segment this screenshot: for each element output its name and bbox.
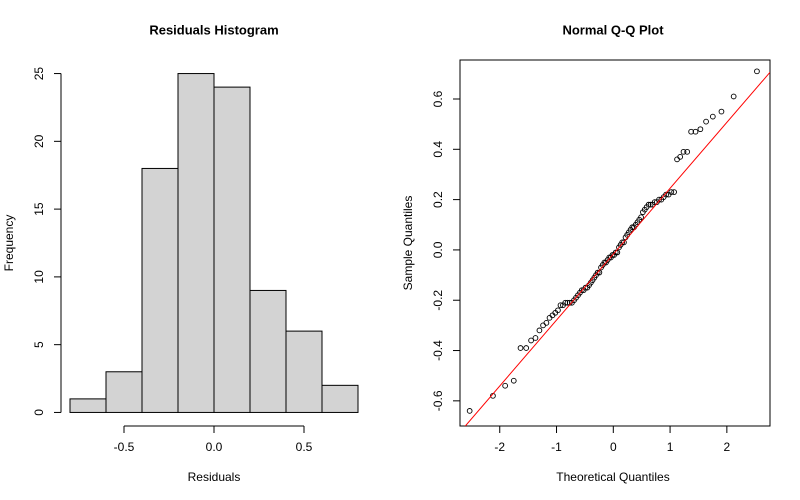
- y-tick-label: 20: [32, 134, 46, 148]
- y-tick-label: 0.6: [431, 90, 445, 107]
- point: [528, 337, 534, 344]
- point: [594, 269, 601, 276]
- x-tick-label: -1: [551, 440, 562, 454]
- point: [709, 113, 716, 120]
- point: [543, 320, 550, 326]
- reference-line: [464, 71, 770, 426]
- x-tick-label: -0.5: [114, 440, 135, 454]
- x-axis-label: Theoretical Quantiles: [556, 470, 669, 484]
- bar: [105, 371, 143, 413]
- chart-title: Normal Q-Q Plot: [562, 22, 664, 37]
- point: [697, 126, 704, 133]
- x-tick-label: 2: [724, 440, 731, 454]
- y-tick-label: 10: [32, 270, 46, 284]
- y-tick-label: -0.2: [431, 290, 445, 311]
- point: [557, 302, 564, 309]
- point: [668, 189, 675, 195]
- bar: [321, 384, 359, 413]
- point: [612, 249, 619, 256]
- point: [684, 148, 691, 155]
- y-tick-label: 0.2: [431, 191, 445, 208]
- y-axis-label: Frequency: [2, 215, 16, 272]
- point: [645, 201, 652, 208]
- y-tick-label: 5: [32, 341, 46, 348]
- point: [677, 153, 684, 160]
- point: [517, 345, 524, 351]
- y-tick-label: 25: [32, 67, 46, 81]
- point: [730, 93, 737, 100]
- point: [536, 327, 543, 334]
- bar: [177, 73, 215, 413]
- x-tick-label: 0.5: [296, 440, 313, 454]
- y-tick-label: 0: [32, 409, 46, 416]
- bar: [141, 167, 179, 413]
- point: [523, 345, 530, 351]
- point: [647, 201, 654, 208]
- y-tick-label: 15: [32, 202, 46, 216]
- point: [532, 335, 539, 341]
- point: [671, 189, 677, 195]
- point: [754, 68, 760, 75]
- point: [656, 196, 662, 203]
- y-tick-label: 0.4: [431, 141, 445, 158]
- point: [680, 148, 687, 155]
- x-tick-label: 0.0: [206, 440, 223, 454]
- x-axis-label: Residuals: [188, 470, 241, 484]
- point: [638, 214, 644, 221]
- point: [621, 239, 627, 246]
- y-tick-label: -0.6: [431, 390, 445, 411]
- point: [718, 108, 725, 115]
- x-tick-label: -2: [494, 440, 505, 454]
- y-tick-label: -0.4: [431, 340, 445, 361]
- point: [555, 307, 561, 314]
- chart-title: Residuals Histogram: [149, 22, 278, 37]
- point: [466, 408, 473, 414]
- plot-frame: [459, 59, 771, 427]
- bar: [285, 330, 323, 413]
- point: [692, 128, 699, 135]
- bar: [213, 86, 251, 413]
- bar: [69, 398, 107, 413]
- bar: [249, 289, 287, 413]
- point: [510, 377, 517, 384]
- point: [619, 239, 626, 246]
- y-tick-label: 0.0: [431, 241, 445, 258]
- point: [651, 199, 658, 205]
- x-tick-label: 0: [610, 440, 617, 454]
- y-axis-label: Sample Quantiles: [401, 196, 415, 291]
- x-tick-label: 1: [667, 440, 674, 454]
- point: [703, 118, 709, 125]
- point: [502, 382, 508, 389]
